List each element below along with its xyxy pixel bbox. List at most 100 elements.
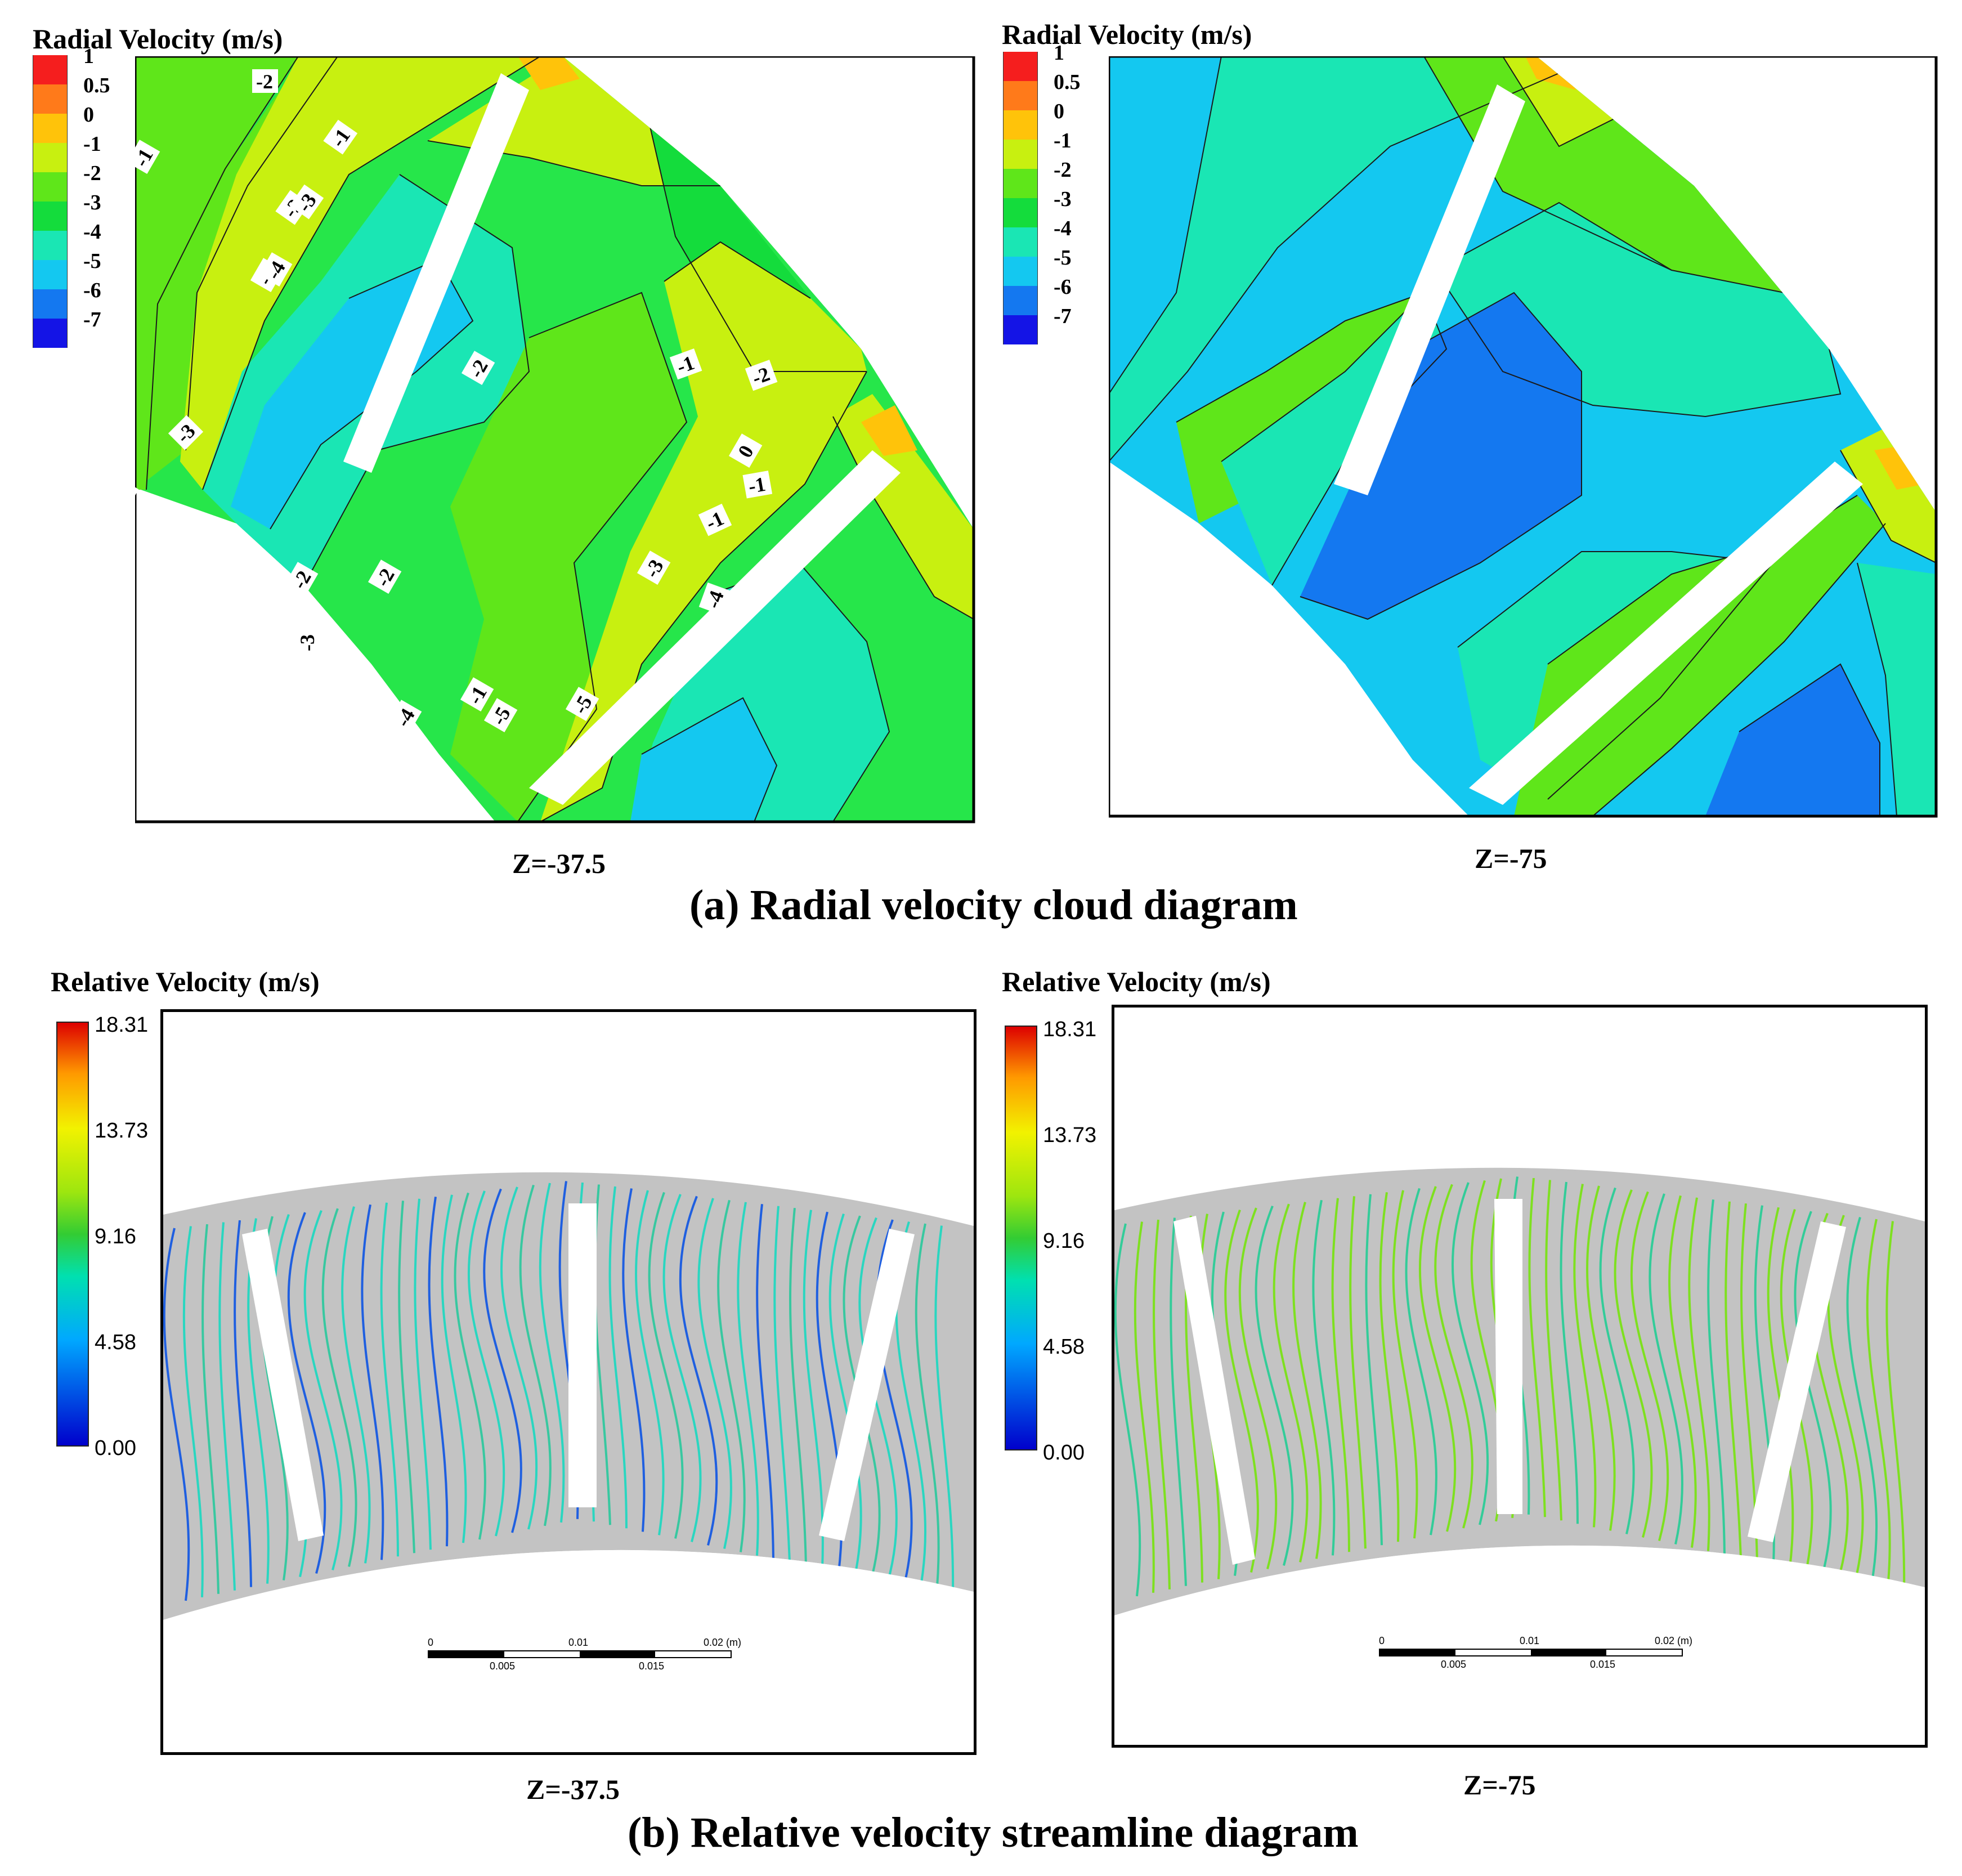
streamline [1866,1219,1891,1589]
streamline [1392,1190,1418,1539]
legend-label: 0 [1054,100,1064,123]
contour-label: -1 [669,348,702,380]
legend-swatch [1003,140,1038,169]
legend-label: -5 [1054,246,1072,270]
streamline [608,1186,628,1529]
streamline [717,1199,746,1552]
streamline [182,1226,204,1597]
panel-caption-a-left: Z=-37.5 [512,848,606,879]
streamline [500,1187,538,1530]
legend-label: 0.5 [1054,70,1081,94]
legend-label: 0 [83,103,94,127]
legend-swatch [1003,315,1038,344]
colorbar-tick-label: 13.73 [1043,1123,1097,1147]
streamline [398,1201,415,1553]
legend-label: -6 [1054,275,1072,299]
legend-entry: -4 [33,220,145,260]
scale-label-001: 0.01 [1520,1635,1540,1646]
streamline-plot-right [1114,1167,1925,1745]
streamline [539,1183,565,1523]
legend-entry: -6 [33,279,145,319]
contour-label: -2 [284,562,319,597]
streamline [1418,1186,1457,1532]
contour-label: -1 [698,503,732,536]
streamline [828,1214,862,1577]
contour-label-text: -3 [296,634,319,651]
streamline [380,1202,399,1557]
streamline [441,1194,467,1543]
impeller-blade [568,1203,597,1507]
streamline [1331,1198,1350,1552]
streamline [1405,1188,1437,1535]
colorbar-b-right [1005,1026,1037,1450]
scale-label-0005: 0.005 [490,1660,516,1672]
streamline [1273,1203,1309,1562]
legend-swatch [1003,81,1038,110]
streamline-frame-left: 0 0.01 0.02 (m) 0.005 0.015 [160,1009,976,1755]
streamline [1170,1217,1187,1586]
streamline [234,1220,252,1587]
streamline [467,1190,505,1537]
legend-entry: -1 [33,132,145,172]
streamline [1153,1219,1171,1590]
contour-label: -1 [742,471,773,499]
streamline [287,1212,326,1574]
contour-label: -5 [483,698,518,733]
impeller-blade [1748,1221,1846,1542]
legend-entry: -6 [1003,275,1116,315]
radial-velocity-contour-plot-right: -4-20-1-30-1-5-3-4-20-4-6-5-4-1-4-6-1-3-… [1109,56,1938,818]
streamline [414,1198,432,1550]
legend-label: -7 [1054,305,1072,328]
legend-entry: -2 [33,162,145,202]
hub-region [163,1550,974,1749]
streamline [756,1204,774,1559]
legend-swatch [33,172,68,202]
legend-swatch [33,143,68,172]
legend-swatch [1003,198,1038,227]
legend-swatch [1003,257,1038,286]
legend-label: -6 [83,279,101,302]
legend-label: -2 [83,162,101,185]
streamline [321,1208,357,1567]
legend-label: -1 [1054,129,1072,153]
scale-bar-graphic [428,1650,732,1658]
scale-label-unit: (m) [726,1637,741,1648]
streamline [635,1190,665,1535]
streamline [1255,1205,1294,1566]
legend-label: -4 [83,220,101,244]
scale-label-0: 0 [1379,1635,1385,1646]
contour-label: -3 [295,629,319,655]
legend-swatch [33,231,68,260]
streamline [1885,1221,1906,1592]
streamline [679,1196,718,1546]
contour-label: -4 [698,582,731,615]
legend-label: -7 [83,308,101,332]
legend-title-b-right: Relative Velocity (m/s) [1002,966,1271,997]
streamline [1238,1207,1278,1570]
scale-label-002: 0.02 [704,1637,724,1648]
streamline [662,1194,702,1542]
streamline [1312,1199,1336,1556]
streamline [737,1202,759,1556]
streamline [697,1198,732,1549]
colorbar-b-left [56,1022,89,1447]
streamline [361,1204,384,1560]
hub-region [1114,1545,1925,1745]
section-caption-b: (b) Relative velocity streamline diagram [628,1809,1359,1856]
scale-label-0: 0 [428,1637,434,1648]
streamline [1365,1194,1383,1546]
streamline [1599,1187,1635,1534]
legend-swatch [33,114,68,143]
legend-entry: 0 [33,103,145,143]
impeller-blade [242,1229,324,1541]
legend-entry: 0.5 [1003,70,1116,110]
legend-swatch [33,84,68,114]
scale-label-0015: 0.015 [1590,1659,1616,1670]
streamline [1292,1202,1322,1559]
legend-label: -1 [83,132,101,156]
legend-entry: -5 [1003,246,1116,286]
streamline [1846,1217,1878,1586]
legend-entry: -2 [1003,158,1116,198]
streamline [1379,1192,1400,1542]
contour-label: 0 [728,433,763,468]
